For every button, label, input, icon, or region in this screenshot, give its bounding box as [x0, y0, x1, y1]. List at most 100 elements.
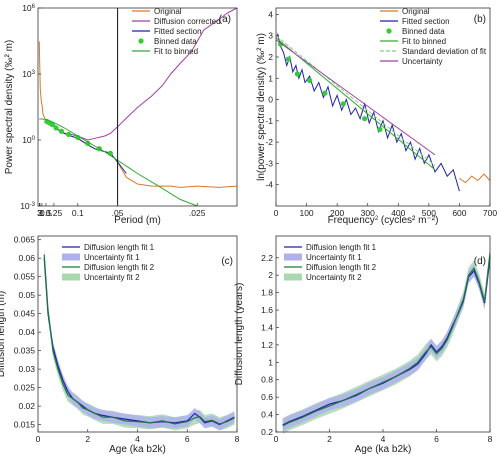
b-binned-point-1	[285, 56, 291, 62]
c-legend-label-3: Uncertainty fit 2	[84, 273, 140, 282]
d-x-tick-label-1: 2	[327, 434, 332, 444]
d-legend-swatch-1	[284, 253, 302, 261]
panel-d: 0 2 4 6 8 2.2 2 1.8 1.6 1.4 1.2 1 0.8 0.6 0.4 0.2 Age (k…	[234, 235, 493, 455]
c-legend-swatch-3	[62, 273, 80, 281]
b-panel-label: (b)	[474, 14, 486, 25]
d-y-tick-label-9: 0.4	[261, 410, 273, 420]
d-series-line-1	[282, 253, 491, 427]
b-legend-label-3: Fit to binned	[402, 37, 446, 46]
a-x-tick-label-6: .05	[112, 208, 124, 218]
d-y-tick-label-6: 1	[268, 357, 273, 367]
c-x-tick-label-0: 0	[36, 434, 41, 444]
b-x-axis-label: Frequency2 (cycles² m⁻²)	[328, 215, 439, 226]
a-binned-point-5	[66, 131, 72, 137]
d-y-axis-label: Diffusion length (years)	[234, 283, 245, 386]
d-y-tick-label-0: 2.2	[261, 253, 273, 263]
b-plot-frame	[275, 7, 491, 207]
d-legend-swatch-3	[284, 273, 302, 281]
a-legend-marker-3	[138, 38, 144, 44]
c-y-tick-label-4: 0.045	[14, 309, 36, 319]
d-x-axis-label: Age (ka b2k)	[355, 444, 412, 455]
c-legend-label-0: Diffusion length fit 1	[84, 243, 155, 252]
d-series-line-0	[282, 257, 491, 426]
d-y-tick-label-10: 0.2	[261, 427, 273, 437]
a-binned-point-4	[58, 128, 65, 134]
panel-b: 0 100 200 300 400 500 600 700 4 3 2 1 0 -1 -2 -3 -4 Frequ…	[256, 7, 497, 226]
d-panel-label: (d)	[474, 256, 486, 267]
a-x-tick-label-2: 1	[40, 208, 45, 218]
b-series-line-0	[459, 173, 491, 184]
c-y-tick-label-1: 0.06	[18, 253, 35, 263]
b-legend-label-2: Binned data	[402, 27, 445, 36]
a-x-tick-label-1: 2	[38, 208, 43, 218]
b-y-tick-label-4: 0	[268, 95, 273, 105]
c-panel-label: (c)	[221, 256, 233, 267]
a-legend-label-2: Fitted section	[154, 27, 202, 36]
c-x-axis-label: Age (ka b2k)	[109, 444, 166, 455]
c-y-tick-label-8: 0.025	[14, 383, 36, 393]
a-legend-label-3: Binned data	[154, 37, 197, 46]
b-y-tick-label-1: 3	[268, 31, 273, 41]
a-series-line-0	[38, 41, 238, 188]
a-x-tick-label-7: .025	[189, 208, 206, 218]
b-binned-point-5	[340, 101, 346, 107]
a-x-tick-label-5: 0.1	[72, 208, 84, 218]
b-legend-label-1: Fitted section	[402, 17, 450, 26]
c-x-tick-label-4: 8	[235, 434, 240, 444]
c-x-tick-label-3: 6	[185, 434, 190, 444]
c-y-axis-label: Diffusion length (m)	[0, 291, 7, 378]
b-x-tick-label-1: 100	[299, 208, 313, 218]
d-y-tick-label-8: 0.6	[261, 392, 273, 402]
d-legend-label-2: Diffusion length fit 2	[306, 263, 377, 272]
b-x-tick-label-3: 300	[361, 208, 375, 218]
c-series-line-1	[43, 254, 235, 425]
d-x-tick-label-4: 8	[488, 434, 493, 444]
a-y-axis-label: Power spectral density (‰² m)	[4, 40, 15, 174]
b-x-tick-label-0: 0	[274, 208, 279, 218]
b-y-tick-label-5: -1	[265, 116, 273, 126]
c-y-tick-label-9: 0.02	[18, 401, 35, 411]
b-y-tick-label-7: -3	[265, 158, 273, 168]
a-legend-label-0: Original	[154, 7, 182, 16]
b-binned-point-6	[362, 116, 368, 122]
c-y-tick-label-3: 0.05	[18, 290, 35, 300]
c-y-tick-label-2: 0.055	[14, 272, 36, 282]
d-x-tick-label-3: 6	[434, 434, 439, 444]
b-x-tick-label-6: 600	[452, 208, 466, 218]
a-x-tick-label-0: 3	[37, 208, 42, 218]
a-series-line-4	[39, 118, 198, 207]
panel-c: 0 2 4 6 8 0.065 0.06 0.055 0.05 0.045 0.04 0.035 0.0…	[0, 235, 240, 455]
d-legend-label-1: Uncertainty fit 1	[306, 253, 362, 262]
c-y-tick-label-7: 0.03	[18, 364, 35, 374]
b-binned-point-7	[377, 126, 383, 132]
b-y-tick-label-0: 4	[268, 9, 273, 19]
d-x-tick-label-0: 0	[274, 434, 279, 444]
a-y-tick-label-0: 106	[22, 3, 35, 13]
c-y-tick-label-5: 0.04	[18, 327, 35, 337]
a-y-tick-label-1: 103	[22, 69, 35, 79]
b-legend-marker-2	[386, 28, 392, 34]
c-x-tick-label-2: 4	[135, 434, 140, 444]
d-legend-label-0: Diffusion length fit 1	[306, 243, 377, 252]
a-x-tick-label-4: 0.25	[46, 208, 63, 218]
d-legend-label-3: Uncertainty fit 2	[306, 273, 362, 282]
a-series-line-1	[45, 7, 238, 141]
b-x-tick-label-5: 500	[422, 208, 436, 218]
a-binned-point-2	[49, 122, 55, 128]
d-y-tick-label-2: 1.8	[261, 288, 273, 298]
b-binned-point-4	[322, 90, 328, 96]
c-legend-label-1: Uncertainty fit 1	[84, 253, 140, 262]
b-series-line-3	[275, 37, 436, 171]
b-x-tick-label-4: 400	[391, 208, 405, 218]
d-y-tick-label-5: 1.2	[261, 340, 273, 350]
a-legend-label-1: Diffusion corrected	[154, 17, 221, 26]
b-binned-point-2	[294, 71, 300, 77]
a-binned-point-6	[75, 134, 81, 141]
b-legend-label-0: Original	[402, 7, 430, 16]
b-y-tick-label-3: 1	[268, 73, 273, 83]
c-x-tick-label-1: 2	[85, 434, 90, 444]
d-y-tick-label-7: 0.8	[261, 375, 273, 385]
a-panel-label: (a)	[219, 14, 231, 25]
b-legend-label-5: Uncertainty	[402, 57, 442, 66]
